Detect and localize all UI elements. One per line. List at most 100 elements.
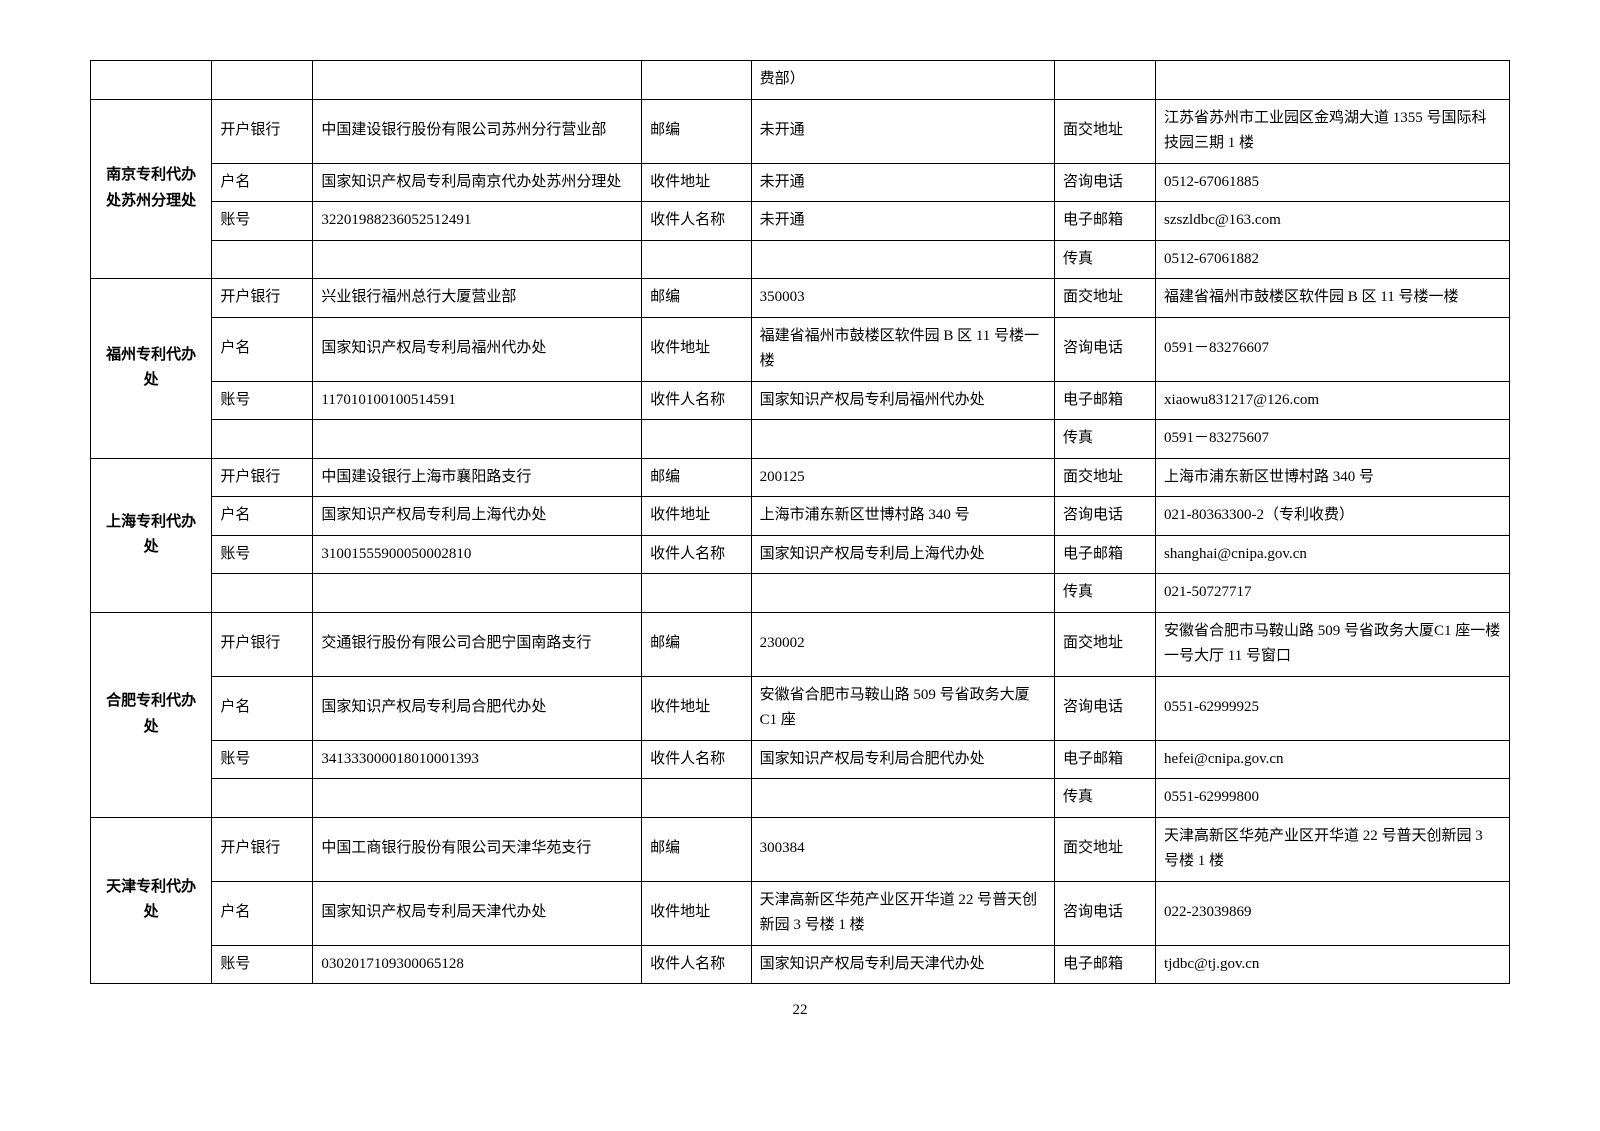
label-phone: 咨询电话 xyxy=(1054,881,1155,945)
value-recvaddr: 未开通 xyxy=(751,163,1054,202)
label-recvname: 收件人名称 xyxy=(642,202,752,241)
value-zip: 300384 xyxy=(751,817,1054,881)
label-zip: 邮编 xyxy=(642,458,752,497)
label-acctno: 账号 xyxy=(212,535,313,574)
value-bank: 兴业银行福州总行大厦营业部 xyxy=(313,279,642,318)
label-meetaddr: 面交地址 xyxy=(1054,99,1155,163)
label-email: 电子邮箱 xyxy=(1054,202,1155,241)
label-recvaddr: 收件地址 xyxy=(642,163,752,202)
office-name: 天津专利代办处 xyxy=(91,817,212,984)
label-zip: 邮编 xyxy=(642,279,752,318)
label-email: 电子邮箱 xyxy=(1054,381,1155,420)
cell-blank xyxy=(212,574,313,613)
value-recvaddr: 天津高新区华苑产业区开华道 22 号普天创新园 3 号楼 1 楼 xyxy=(751,881,1054,945)
label-email: 电子邮箱 xyxy=(1054,535,1155,574)
value-recvname: 未开通 xyxy=(751,202,1054,241)
page-number: 22 xyxy=(90,1002,1510,1019)
label-meetaddr: 面交地址 xyxy=(1054,458,1155,497)
cell-blank xyxy=(751,420,1054,459)
value-acctname: 国家知识产权局专利局福州代办处 xyxy=(313,317,642,381)
label-zip: 邮编 xyxy=(642,612,752,676)
value-phone: 0551-62999925 xyxy=(1156,676,1510,740)
office-name: 上海专利代办处 xyxy=(91,458,212,612)
office-name: 合肥专利代办处 xyxy=(91,612,212,817)
label-bank: 开户银行 xyxy=(212,612,313,676)
cell-blank xyxy=(212,420,313,459)
value-acctname: 国家知识产权局专利局合肥代办处 xyxy=(313,676,642,740)
cell-blank xyxy=(751,574,1054,613)
value-acctno: 31001555900050002810 xyxy=(313,535,642,574)
value-acctno: 32201988236052512491 xyxy=(313,202,642,241)
value-fax: 0591－83275607 xyxy=(1156,420,1510,459)
label-acctno: 账号 xyxy=(212,381,313,420)
value-email: hefei@cnipa.gov.cn xyxy=(1156,740,1510,779)
label-bank: 开户银行 xyxy=(212,458,313,497)
value-meetaddr: 安徽省合肥市马鞍山路 509 号省政务大厦C1 座一楼一号大厅 11 号窗口 xyxy=(1156,612,1510,676)
label-acctname: 户名 xyxy=(212,497,313,536)
label-zip: 邮编 xyxy=(642,99,752,163)
value-meetaddr: 福建省福州市鼓楼区软件园 B 区 11 号楼一楼 xyxy=(1156,279,1510,318)
value-zip: 350003 xyxy=(751,279,1054,318)
label-acctno: 账号 xyxy=(212,202,313,241)
label-acctno: 账号 xyxy=(212,740,313,779)
cell-blank xyxy=(212,779,313,818)
label-acctname: 户名 xyxy=(212,163,313,202)
value-zip: 230002 xyxy=(751,612,1054,676)
label-acctname: 户名 xyxy=(212,317,313,381)
label-fax: 传真 xyxy=(1054,240,1155,279)
label-bank: 开户银行 xyxy=(212,817,313,881)
value-zip: 200125 xyxy=(751,458,1054,497)
label-phone: 咨询电话 xyxy=(1054,317,1155,381)
label-recvaddr: 收件地址 xyxy=(642,497,752,536)
label-meetaddr: 面交地址 xyxy=(1054,817,1155,881)
label-meetaddr: 面交地址 xyxy=(1054,612,1155,676)
cell-value: 费部） xyxy=(751,61,1054,100)
label-email: 电子邮箱 xyxy=(1054,740,1155,779)
label-zip: 邮编 xyxy=(642,817,752,881)
label-phone: 咨询电话 xyxy=(1054,676,1155,740)
cell-blank xyxy=(642,420,752,459)
value-bank: 中国工商银行股份有限公司天津华苑支行 xyxy=(313,817,642,881)
cell-blank xyxy=(751,240,1054,279)
label-phone: 咨询电话 xyxy=(1054,497,1155,536)
label-acctno: 账号 xyxy=(212,945,313,984)
label-meetaddr: 面交地址 xyxy=(1054,279,1155,318)
label-acctname: 户名 xyxy=(212,881,313,945)
value-recvaddr: 安徽省合肥市马鞍山路 509 号省政务大厦 C1 座 xyxy=(751,676,1054,740)
cell-blank xyxy=(212,240,313,279)
label-bank: 开户银行 xyxy=(212,279,313,318)
value-meetaddr: 江苏省苏州市工业园区金鸡湖大道 1355 号国际科技园三期 1 楼 xyxy=(1156,99,1510,163)
value-meetaddr: 上海市浦东新区世博村路 340 号 xyxy=(1156,458,1510,497)
cell-blank xyxy=(313,240,642,279)
value-fax: 021-50727717 xyxy=(1156,574,1510,613)
label-fax: 传真 xyxy=(1054,574,1155,613)
value-recvname: 国家知识产权局专利局合肥代办处 xyxy=(751,740,1054,779)
label-recvaddr: 收件地址 xyxy=(642,881,752,945)
label-recvaddr: 收件地址 xyxy=(642,676,752,740)
value-acctname: 国家知识产权局专利局天津代办处 xyxy=(313,881,642,945)
office-name: 福州专利代办处 xyxy=(91,279,212,459)
cell-blank xyxy=(313,420,642,459)
value-bank: 中国建设银行上海市襄阳路支行 xyxy=(313,458,642,497)
value-acctname: 国家知识产权局专利局南京代办处苏州分理处 xyxy=(313,163,642,202)
cell-blank xyxy=(313,61,642,100)
value-acctname: 国家知识产权局专利局上海代办处 xyxy=(313,497,642,536)
label-email: 电子邮箱 xyxy=(1054,945,1155,984)
value-recvaddr: 上海市浦东新区世博村路 340 号 xyxy=(751,497,1054,536)
value-email: tjdbc@tj.gov.cn xyxy=(1156,945,1510,984)
cell-blank xyxy=(212,61,313,100)
value-fax: 0551-62999800 xyxy=(1156,779,1510,818)
label-recvname: 收件人名称 xyxy=(642,740,752,779)
cell-blank xyxy=(642,779,752,818)
value-fax: 0512-67061882 xyxy=(1156,240,1510,279)
value-recvname: 国家知识产权局专利局福州代办处 xyxy=(751,381,1054,420)
cell-blank xyxy=(313,574,642,613)
value-recvaddr: 福建省福州市鼓楼区软件园 B 区 11 号楼一楼 xyxy=(751,317,1054,381)
value-acctno: 0302017109300065128 xyxy=(313,945,642,984)
value-email: xiaowu831217@126.com xyxy=(1156,381,1510,420)
value-phone: 022-23039869 xyxy=(1156,881,1510,945)
value-acctno: 341333000018010001393 xyxy=(313,740,642,779)
value-meetaddr: 天津高新区华苑产业区开华道 22 号普天创新园 3 号楼 1 楼 xyxy=(1156,817,1510,881)
label-phone: 咨询电话 xyxy=(1054,163,1155,202)
value-bank: 交通银行股份有限公司合肥宁国南路支行 xyxy=(313,612,642,676)
